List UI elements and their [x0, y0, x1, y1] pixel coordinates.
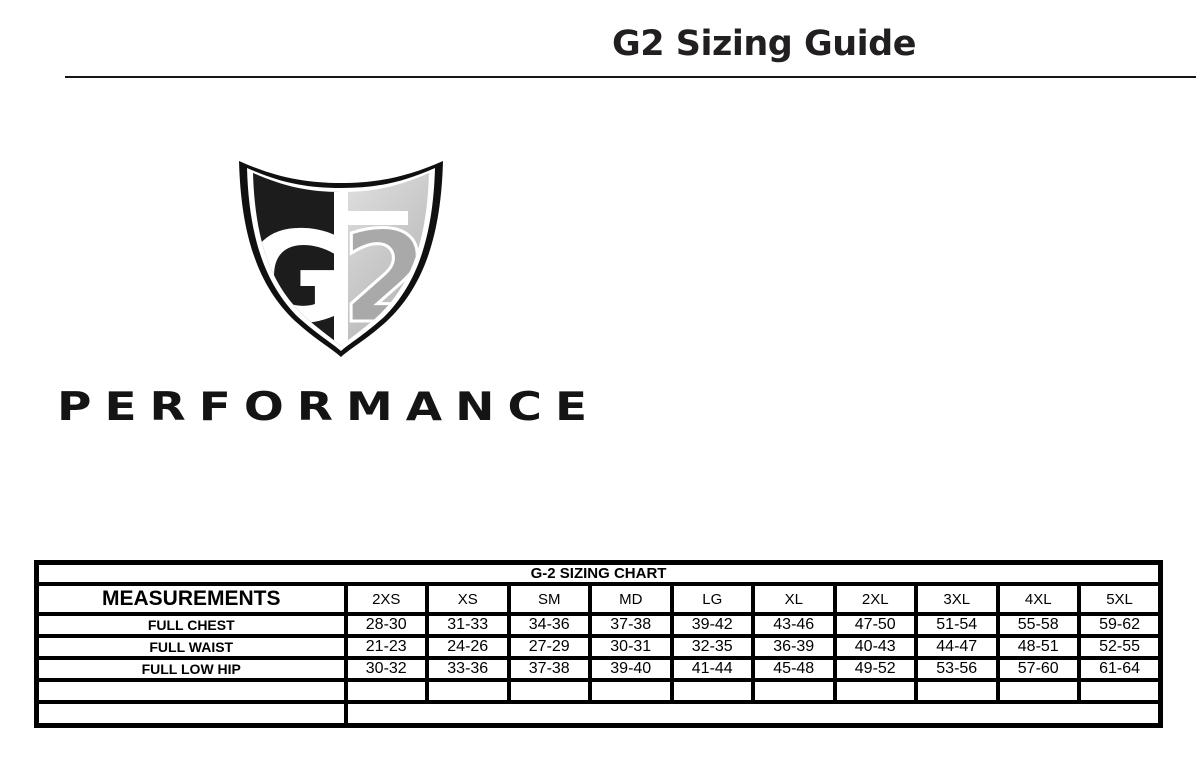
empty-cell: [995, 678, 1081, 704]
size-header-sm: SM: [506, 582, 592, 616]
empty-cell: [751, 678, 837, 704]
cell: 59-62: [1077, 612, 1163, 638]
cell: 30-31: [588, 634, 674, 660]
header-divider: [65, 76, 1196, 78]
size-header-lg: LG: [669, 582, 755, 616]
size-header-xl: XL: [751, 582, 837, 616]
cell: 39-42: [669, 612, 755, 638]
cell: 33-36: [425, 656, 511, 682]
empty-cell: [1077, 678, 1163, 704]
cell: 21-23: [343, 634, 429, 660]
cell: 57-60: [995, 656, 1081, 682]
cell: 24-26: [425, 634, 511, 660]
cell: 52-55: [1077, 634, 1163, 660]
size-header-2xl: 2XL: [832, 582, 918, 616]
page-title: G2 Sizing Guide: [612, 24, 916, 64]
cell: 28-30: [343, 612, 429, 638]
cell: 61-64: [1077, 656, 1163, 682]
size-header-5xl: 5XL: [1077, 582, 1163, 616]
cell: 40-43: [832, 634, 918, 660]
empty-cell: [669, 678, 755, 704]
measurements-header: MEASUREMENTS: [34, 582, 348, 616]
cell: 51-54: [914, 612, 1000, 638]
cell: 49-52: [832, 656, 918, 682]
cell: 47-50: [832, 612, 918, 638]
size-header-2xs: 2XS: [343, 582, 429, 616]
cell: 53-56: [914, 656, 1000, 682]
cell: 36-39: [751, 634, 837, 660]
empty-cell: [832, 678, 918, 704]
performance-wordmark: PERFORMANCE: [57, 384, 601, 431]
g2-shield-logo: G 2: [233, 149, 449, 361]
cell: 45-48: [751, 656, 837, 682]
empty-cell: [34, 678, 348, 704]
table-row-full-chest: FULL CHEST 28-30 31-33 34-36 37-38 39-42…: [34, 612, 1163, 638]
shield-center-bar: [334, 187, 348, 346]
empty-cell: [34, 700, 348, 728]
cell: 55-58: [995, 612, 1081, 638]
size-header-md: MD: [588, 582, 674, 616]
cell: 27-29: [506, 634, 592, 660]
empty-cell: [506, 678, 592, 704]
cell: 37-38: [506, 656, 592, 682]
cell: 39-40: [588, 656, 674, 682]
sizing-table: G-2 SIZING CHART MEASUREMENTS 2XS XS SM …: [34, 560, 1164, 728]
row-label: FULL LOW HIP: [34, 656, 348, 682]
cell: 37-38: [588, 612, 674, 638]
empty-cell: [588, 678, 674, 704]
empty-cell: [425, 678, 511, 704]
empty-cell: [343, 678, 429, 704]
empty-cell: [914, 678, 1000, 704]
size-header-xs: XS: [425, 582, 511, 616]
row-label: FULL WAIST: [34, 634, 348, 660]
size-header-3xl: 3XL: [914, 582, 1000, 616]
table-row-empty: [34, 678, 1163, 704]
cell: 44-47: [914, 634, 1000, 660]
table-row-footer: [34, 700, 1163, 728]
cell: 41-44: [669, 656, 755, 682]
empty-merged-cell: [343, 700, 1163, 728]
cell: 30-32: [343, 656, 429, 682]
cell: 31-33: [425, 612, 511, 638]
shield-crossbar: [334, 211, 408, 225]
shield-icon: G 2: [239, 161, 443, 357]
cell: 34-36: [506, 612, 592, 638]
table-row-full-waist: FULL WAIST 21-23 24-26 27-29 30-31 32-35…: [34, 634, 1163, 660]
size-header-4xl: 4XL: [995, 582, 1081, 616]
cell: 32-35: [669, 634, 755, 660]
table-row-full-low-hip: FULL LOW HIP 30-32 33-36 37-38 39-40 41-…: [34, 656, 1163, 682]
monogram-letter-g: G: [243, 204, 346, 351]
cell: 48-51: [995, 634, 1081, 660]
row-label: FULL CHEST: [34, 612, 348, 638]
table-title: G-2 SIZING CHART: [34, 560, 1163, 586]
cell: 43-46: [751, 612, 837, 638]
